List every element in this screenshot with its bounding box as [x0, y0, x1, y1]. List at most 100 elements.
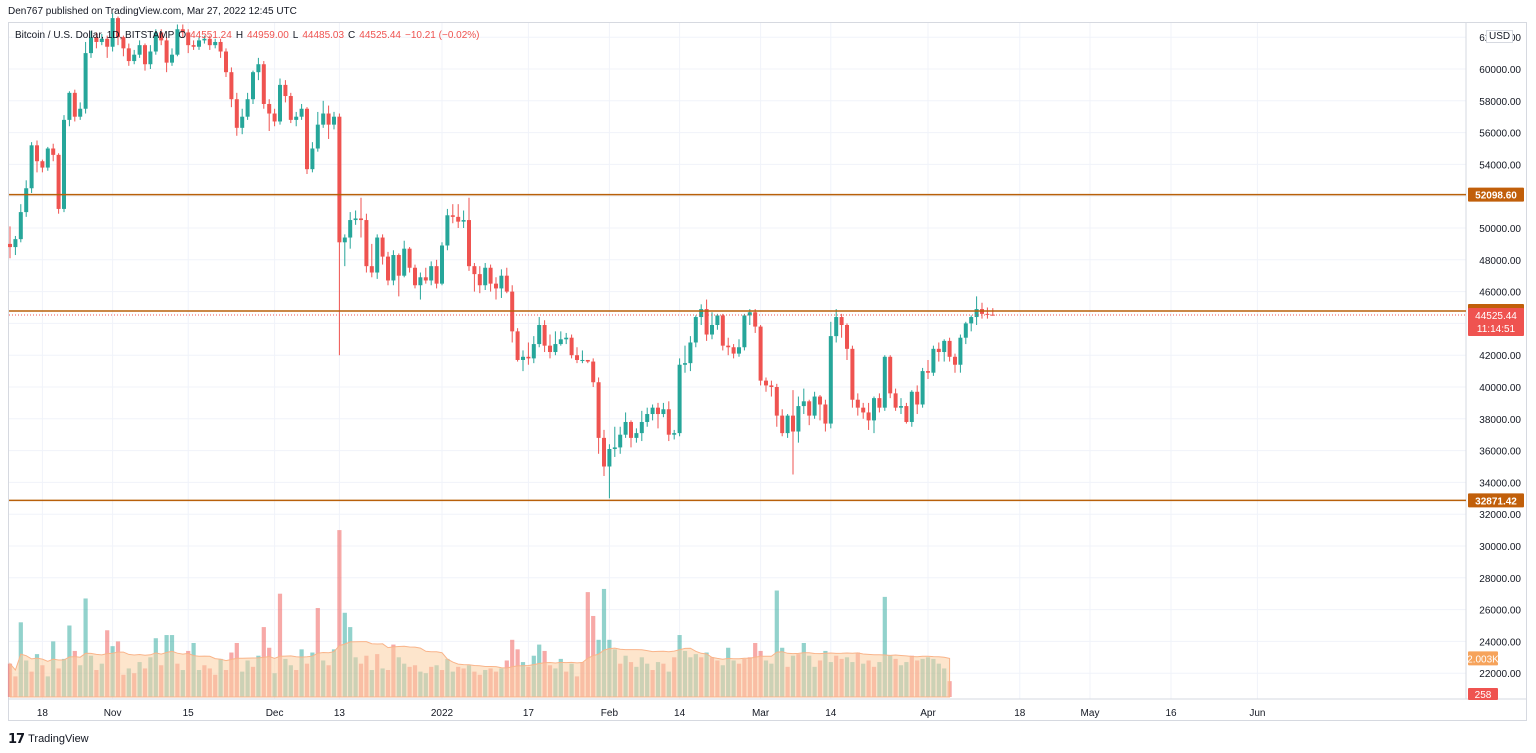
candle-body: [575, 355, 579, 360]
candle-body: [29, 145, 34, 189]
candle-body: [607, 449, 612, 467]
chart-pane[interactable]: [8, 22, 1527, 721]
candle-body: [364, 220, 369, 267]
candle-body: [737, 347, 741, 354]
candle-body: [418, 277, 423, 286]
candle-body: [353, 218, 358, 221]
candle-body: [467, 220, 471, 267]
candle-body: [915, 391, 920, 405]
candle-body: [936, 348, 941, 353]
candle-body: [726, 345, 731, 348]
volume-bar: [601, 588, 607, 697]
candle-body: [434, 266, 439, 284]
candle-body: [596, 382, 601, 438]
candle-body: [558, 339, 563, 345]
candle-body: [688, 342, 693, 364]
candle-body: [202, 38, 207, 41]
y-tick-label: 24000.00: [1479, 637, 1521, 648]
candle-body: [337, 116, 342, 243]
candle-body: [882, 356, 887, 408]
top-bar: Den767 published on TradingView.com, Mar…: [0, 0, 1536, 22]
candle-body: [94, 37, 99, 42]
candle-body: [715, 315, 720, 325]
candle-body: [321, 113, 326, 125]
symbol-name[interactable]: Bitcoin / U.S. Dollar, 1D, BITSTAMP: [15, 30, 175, 41]
candle-body: [407, 248, 412, 268]
candle-body: [974, 309, 979, 318]
candle-body: [931, 348, 936, 373]
candle-body: [488, 267, 493, 284]
candle-body: [515, 331, 520, 360]
candle-body: [521, 356, 525, 360]
candle-body: [564, 337, 569, 340]
candle-body: [456, 216, 461, 222]
candle-body: [170, 54, 174, 63]
candle-body: [623, 421, 628, 435]
bar-countdown-label: 11:14:51: [1477, 324, 1516, 335]
candle-body: [186, 32, 191, 46]
currency-selector[interactable]: USD: [1486, 30, 1514, 43]
candle-body: [450, 215, 455, 217]
ohlc-legend: Bitcoin / U.S. Dollar, 1D, BITSTAMP O 445…: [15, 30, 480, 41]
tradingview-logo-icon[interactable]: 17: [8, 731, 25, 747]
change-value: −10.21 (−0.02%): [405, 30, 480, 41]
volume-bar: [315, 608, 320, 697]
candle-body: [661, 409, 666, 415]
candle-body: [51, 148, 56, 155]
candle-body: [461, 220, 466, 222]
candle-body: [396, 255, 401, 276]
candle-body: [861, 407, 866, 413]
candle-body: [483, 267, 488, 286]
candle-body: [35, 145, 39, 162]
candle-body: [213, 41, 218, 46]
candle-body: [526, 356, 531, 359]
candle-body: [839, 317, 844, 325]
y-tick-label: 28000.00: [1479, 574, 1521, 585]
candle-body: [618, 434, 623, 448]
candle-body: [774, 387, 779, 416]
candle-body: [958, 337, 963, 365]
candle-body: [191, 45, 196, 47]
candle-body: [591, 361, 596, 383]
candle-body: [499, 275, 504, 289]
x-tick-label: 15: [183, 708, 195, 719]
candle-body: [159, 32, 164, 41]
candle-body: [801, 401, 806, 407]
last-price-tag: [1468, 308, 1524, 337]
candle-body: [256, 64, 261, 73]
candle-body: [780, 415, 785, 434]
footer-brand[interactable]: TradingView: [28, 733, 89, 745]
x-tick-label: Dec: [266, 708, 284, 719]
candle-body: [116, 18, 120, 38]
y-tick-label: 48000.00: [1479, 256, 1521, 267]
candle-body: [666, 409, 671, 435]
volume-bar: [585, 592, 590, 697]
candle-body: [656, 407, 660, 415]
candle-body: [985, 313, 990, 315]
candle-body: [234, 99, 239, 128]
candle-body: [180, 29, 185, 33]
candle-body: [229, 72, 234, 100]
volume-bar: [337, 530, 342, 697]
candle-body: [963, 323, 968, 338]
candle-body: [326, 113, 331, 125]
candle-body: [240, 116, 245, 128]
candle-body: [445, 215, 450, 246]
y-tick-label: 50000.00: [1479, 224, 1521, 235]
y-tick-label: 36000.00: [1479, 447, 1521, 458]
y-tick-label: 58000.00: [1479, 97, 1521, 108]
open-key: O: [178, 30, 187, 41]
candle-body: [672, 433, 677, 435]
candle-body: [634, 433, 639, 438]
candle-body: [504, 275, 509, 292]
x-tick-label: 2022: [431, 708, 454, 719]
candle-body: [699, 309, 704, 318]
candle-body: [391, 255, 396, 281]
candle-body: [920, 371, 925, 405]
level-price-label: 32871.42: [1475, 496, 1517, 507]
candle-body: [278, 84, 282, 122]
candle-body: [569, 337, 574, 356]
candle-body: [926, 371, 930, 373]
candle-body: [764, 380, 768, 386]
